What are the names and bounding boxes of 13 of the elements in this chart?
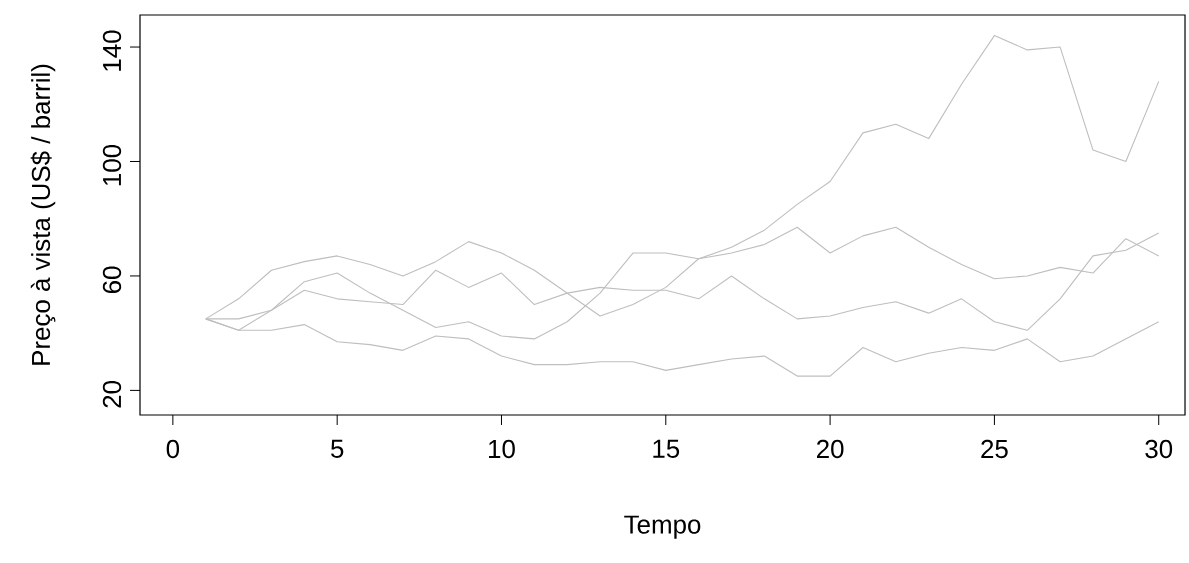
x-tick-label: 20 [816, 439, 844, 459]
x-tick-label: 10 [489, 439, 515, 459]
y-tick-label: 20 [102, 381, 122, 408]
x-tick-label: 0 [166, 439, 180, 459]
x-axis-title: Tempo [624, 515, 701, 539]
x-tick-label: 15 [653, 439, 680, 458]
x-tick-label: 30 [1145, 439, 1173, 459]
y-axis-title: Preço à vista (US$ / barril) [30, 64, 56, 365]
y-tick-label: 140 [102, 30, 122, 71]
x-tick-label: 25 [981, 439, 1008, 459]
y-tick-label: 60 [102, 266, 122, 294]
y-tick-label: 100 [102, 144, 122, 186]
x-tick-label: 5 [331, 439, 344, 458]
